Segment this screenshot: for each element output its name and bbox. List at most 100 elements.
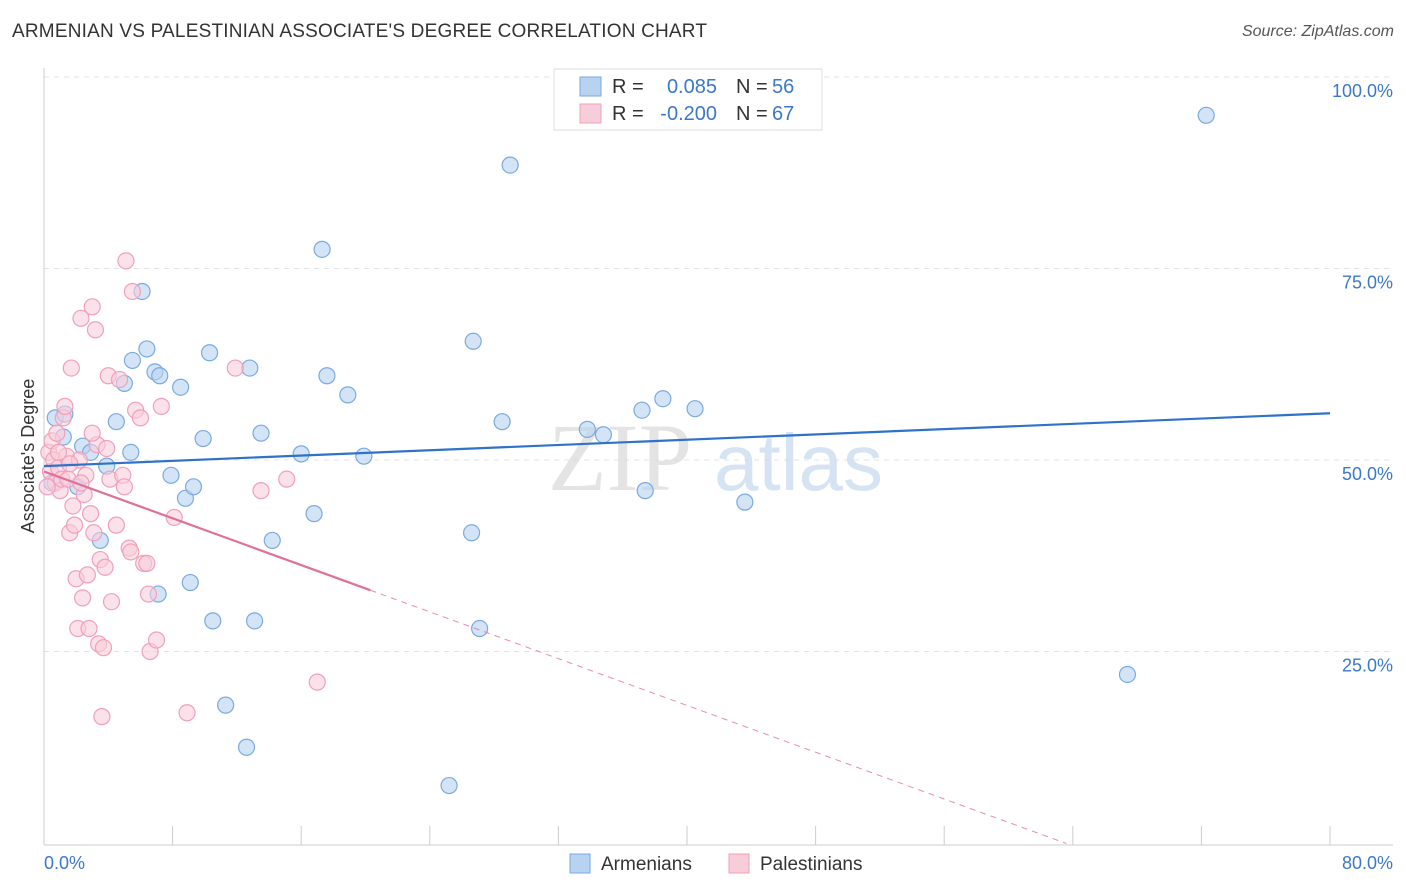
armenians-point-31 bbox=[263, 531, 281, 550]
armenians-point-32 bbox=[292, 445, 310, 463]
legend-r-label-palestinians: R = bbox=[612, 103, 644, 125]
bottom-legend-swatch-palestinians bbox=[728, 853, 750, 874]
palestinians-point-5 bbox=[48, 424, 66, 442]
armenians-trendline bbox=[43, 412, 1331, 468]
legend-n-label-armenians: N = bbox=[736, 76, 768, 98]
armenians-point-29 bbox=[245, 612, 264, 630]
armenians-point-24 bbox=[200, 344, 219, 362]
palestinians-point-44 bbox=[117, 252, 135, 270]
armenians-point-50 bbox=[736, 493, 754, 511]
armenians-point-11 bbox=[122, 443, 140, 461]
palestinians-point-43 bbox=[115, 478, 133, 496]
palestinians-point-33 bbox=[93, 708, 111, 726]
palestinians-point-63 bbox=[49, 443, 68, 461]
palestinians-point-26 bbox=[82, 505, 100, 523]
armenians-point-17 bbox=[151, 367, 169, 385]
armenians-point-47 bbox=[636, 482, 654, 500]
bottom-legend-swatch-armenians bbox=[569, 853, 591, 874]
palestinians-point-60 bbox=[278, 470, 296, 488]
armenians-point-41 bbox=[471, 619, 489, 638]
y-tick-label-25: 25.0% bbox=[1342, 656, 1393, 676]
palestinians-trendline-extension bbox=[370, 589, 1067, 844]
legend-n-value-palestinians: 67 bbox=[772, 103, 794, 125]
bottom-legend: Armenians Palestinians bbox=[569, 853, 862, 875]
armenians-point-48 bbox=[654, 390, 672, 408]
armenians-point-45 bbox=[594, 426, 613, 444]
armenians-point-18 bbox=[162, 466, 180, 484]
palestinians-point-46 bbox=[122, 543, 140, 561]
top-legend: R = 0.085 N = 56 R = -0.200 N = 67 bbox=[553, 68, 823, 131]
armenians-point-22 bbox=[184, 478, 203, 496]
armenians-point-12 bbox=[123, 351, 142, 370]
palestinians-point-15 bbox=[64, 497, 82, 515]
armenians-point-52 bbox=[1197, 106, 1215, 124]
palestinians-point-66 bbox=[83, 424, 101, 442]
palestinians-point-36 bbox=[98, 439, 116, 458]
chart-title: ARMENIAN VS PALESTINIAN ASSOCIATE'S DEGR… bbox=[12, 21, 708, 42]
palestinians-point-47 bbox=[123, 282, 142, 301]
armenians-point-14 bbox=[138, 340, 156, 358]
palestinians-point-39 bbox=[102, 593, 121, 611]
palestinians-point-10 bbox=[56, 397, 74, 415]
armenians-point-25 bbox=[204, 612, 222, 630]
legend-swatch-armenians bbox=[579, 76, 602, 97]
armenians-point-36 bbox=[339, 386, 357, 404]
palestinians-point-59 bbox=[252, 482, 270, 500]
watermark-zip: ZIP bbox=[548, 404, 692, 511]
armenians-point-40 bbox=[464, 332, 482, 350]
series-palestinians bbox=[38, 252, 326, 726]
palestinians-point-55 bbox=[152, 397, 170, 415]
palestinians-point-57 bbox=[178, 704, 196, 722]
palestinians-point-29 bbox=[86, 321, 105, 339]
legend-r-label-armenians: R = bbox=[612, 76, 644, 98]
bottom-legend-label-armenians: Armenians bbox=[601, 854, 692, 875]
armenians-point-28 bbox=[241, 359, 259, 377]
palestinians-point-41 bbox=[110, 370, 129, 389]
palestinians-point-40 bbox=[107, 516, 125, 534]
palestinians-point-52 bbox=[139, 585, 158, 603]
armenians-point-34 bbox=[313, 240, 331, 258]
armenians-point-43 bbox=[501, 156, 519, 174]
x-tick-label-min: 0.0% bbox=[44, 853, 85, 873]
palestinians-point-61 bbox=[308, 673, 326, 691]
armenians-point-49 bbox=[686, 400, 704, 418]
y-tick-label-50: 50.0% bbox=[1342, 464, 1393, 484]
armenians-point-30 bbox=[252, 424, 270, 442]
trendlines bbox=[43, 412, 1331, 844]
armenians-point-39 bbox=[462, 524, 481, 542]
legend-swatch-palestinians bbox=[579, 103, 602, 124]
armenians-point-46 bbox=[633, 401, 651, 419]
palestinians-point-24 bbox=[78, 566, 97, 584]
armenians-point-23 bbox=[194, 429, 212, 448]
y-tick-label-100: 100.0% bbox=[1332, 81, 1393, 101]
armenians-point-42 bbox=[493, 413, 511, 431]
bottom-legend-label-palestinians: Palestinians bbox=[760, 854, 862, 875]
armenians-point-26 bbox=[217, 696, 235, 714]
palestinians-point-21 bbox=[73, 589, 92, 607]
palestinians-point-35 bbox=[96, 558, 114, 576]
x-tick-label-max: 80.0% bbox=[1342, 853, 1393, 873]
palestinians-point-51 bbox=[138, 554, 156, 573]
y-tick-labels: 25.0% 50.0% 75.0% 100.0% bbox=[1332, 81, 1393, 676]
legend-r-value-palestinians: -0.200 bbox=[660, 103, 717, 125]
legend-n-label-palestinians: N = bbox=[736, 103, 768, 125]
palestinians-point-27 bbox=[83, 298, 101, 316]
palestinians-point-62 bbox=[38, 478, 56, 496]
y-tick-label-75: 75.0% bbox=[1342, 273, 1393, 293]
x-ticks bbox=[43, 826, 1331, 845]
legend-r-value-armenians: 0.085 bbox=[667, 76, 717, 98]
armenians-point-21 bbox=[181, 573, 199, 592]
watermark: ZIP atlas bbox=[548, 404, 883, 511]
armenians-point-44 bbox=[578, 420, 596, 438]
armenians-point-51 bbox=[1118, 665, 1137, 684]
palestinians-trendline bbox=[43, 470, 371, 592]
palestinians-point-14 bbox=[62, 359, 80, 377]
armenians-point-37 bbox=[355, 447, 373, 465]
y-axis-label: Associate's Degree bbox=[18, 379, 38, 534]
armenians-point-19 bbox=[172, 378, 190, 396]
gridlines bbox=[44, 76, 1393, 652]
armenians-point-38 bbox=[440, 776, 458, 795]
legend-n-value-armenians: 56 bbox=[772, 76, 794, 98]
x-tick-labels: 0.0% 80.0% bbox=[44, 853, 1393, 873]
